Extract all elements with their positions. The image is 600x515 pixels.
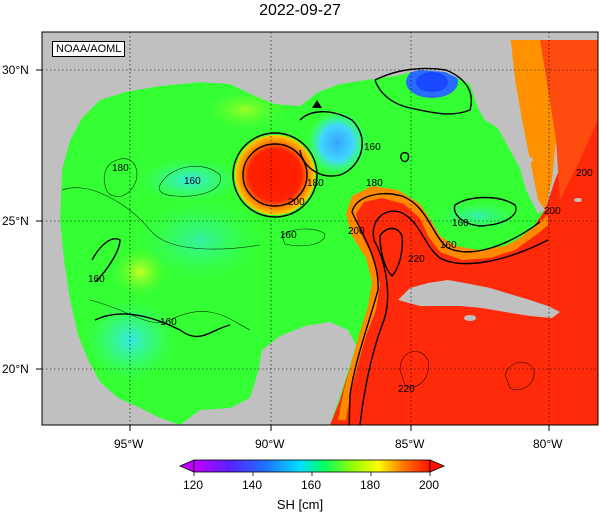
map-title: 2022-09-27 <box>259 2 341 19</box>
colorbar-tick: 180 <box>360 478 380 492</box>
lon-label-80w: 80°W <box>533 437 563 451</box>
contour-label: 200 <box>348 226 365 237</box>
lat-label-25n: 25°N <box>2 214 29 228</box>
us-florida-land <box>42 32 545 214</box>
lon-label-90w: 90°W <box>255 437 285 451</box>
map-frame <box>41 31 599 426</box>
contour-label: 200 <box>288 197 305 208</box>
contour-label: 220 <box>408 254 425 265</box>
contour-label: 180 <box>366 178 383 189</box>
warm-eddy <box>235 135 315 215</box>
contour-label: 160 <box>280 230 297 241</box>
lat-label-20n: 20°N <box>2 362 29 376</box>
contour-label: 160 <box>452 218 469 229</box>
station-marker-icon <box>312 100 322 108</box>
teal-patch-west <box>140 158 240 202</box>
atlantic-band <box>510 40 556 210</box>
contour-labels: 180 160 200 180 160 180 200 220 160 200 … <box>88 142 593 395</box>
colorbar-tick: 120 <box>183 478 203 492</box>
yucatan-land <box>180 322 356 425</box>
contour-label: 160 <box>440 240 457 251</box>
contour-label: 200 <box>576 168 593 179</box>
colorbar-tick: 160 <box>301 478 321 492</box>
contour-label: 160 <box>88 274 105 285</box>
contour-label: 180 <box>112 163 129 174</box>
contour-label: 160 <box>160 317 177 328</box>
lon-label-95w: 95°W <box>114 437 144 451</box>
colorbar-tick: 140 <box>242 478 262 492</box>
contour-label: 200 <box>544 206 561 217</box>
lat-label-30n: 30°N <box>2 63 29 77</box>
credit-label: NOAA/AOML <box>52 41 126 57</box>
cuba-land <box>398 280 560 318</box>
contour-label: 180 <box>307 178 324 189</box>
colorbar-unit-label: SH [cm] <box>276 497 324 512</box>
contour-label: 160 <box>184 176 201 187</box>
contour-label: 160 <box>364 142 381 153</box>
colorbar: 120 140 160 180 200 <box>178 459 446 492</box>
lat-lon-grid <box>42 32 598 425</box>
contour-label: 220 <box>398 384 415 395</box>
mexico-land <box>42 32 180 425</box>
colorbar-tick: 200 <box>419 478 439 492</box>
lon-label-85w: 85°W <box>395 437 425 451</box>
cool-eddy <box>307 111 367 175</box>
